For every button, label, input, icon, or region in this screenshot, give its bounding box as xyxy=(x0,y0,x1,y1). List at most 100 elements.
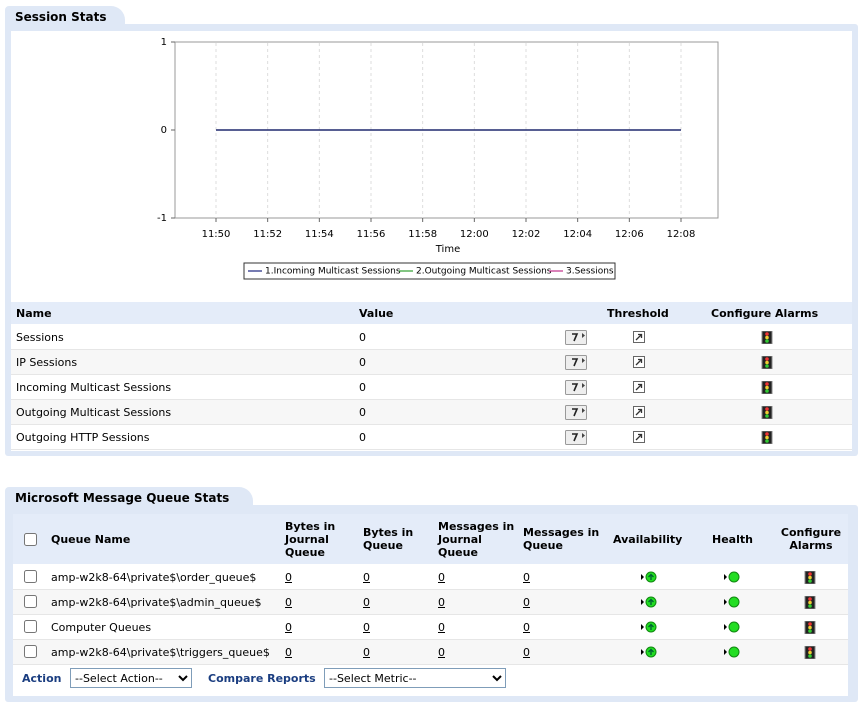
icon-arrow xyxy=(635,383,643,391)
alarm-icon[interactable] xyxy=(804,646,816,659)
alarm-icon[interactable] xyxy=(761,356,773,369)
row-checkbox[interactable] xyxy=(24,645,37,658)
x-tick-label: 11:58 xyxy=(408,229,437,240)
icon-pointer xyxy=(641,599,644,605)
icon-dot xyxy=(728,571,740,583)
icon-lamp xyxy=(765,439,769,443)
alarm-icon[interactable] xyxy=(761,406,773,419)
icon-pointer xyxy=(724,649,727,655)
x-tick-label: 11:52 xyxy=(253,229,282,240)
metric-select[interactable]: --Select Metric-- xyxy=(324,668,506,688)
icon-lamp xyxy=(808,604,812,608)
y-tick-label: 0 xyxy=(161,125,167,136)
icon-lamp xyxy=(808,597,812,601)
column-header: Threshold xyxy=(607,307,669,320)
button-arrow xyxy=(582,333,585,338)
alarm-icon[interactable] xyxy=(804,621,816,634)
queue-name: amp-w2k8-64\private$\order_queue$ xyxy=(51,571,257,584)
queue-value[interactable]: 0 xyxy=(523,596,530,609)
button-arrow xyxy=(582,433,585,438)
action-select[interactable]: --Select Action-- xyxy=(70,668,192,688)
row-checkbox[interactable] xyxy=(24,570,37,583)
queue-value[interactable]: 0 xyxy=(363,596,370,609)
row-checkbox[interactable] xyxy=(24,595,37,608)
legend-label: 3.Sessions xyxy=(566,267,614,277)
queue-value[interactable]: 0 xyxy=(285,621,292,634)
row-checkbox[interactable] xyxy=(24,620,37,633)
column-header: Availability xyxy=(613,532,683,546)
metric-name: Incoming Multicast Sessions xyxy=(16,381,172,394)
threshold-icon[interactable] xyxy=(633,431,645,443)
row-separator xyxy=(11,449,852,450)
column-header: Bytes in Journal Queue xyxy=(285,519,336,559)
icon-arrow xyxy=(648,623,654,630)
icon-arrow xyxy=(635,433,643,441)
icon-lamp xyxy=(765,414,769,418)
y-tick-label: 1 xyxy=(161,37,167,48)
column-header: Queue Name xyxy=(51,532,131,546)
alarm-icon[interactable] xyxy=(761,431,773,444)
graph-button[interactable] xyxy=(565,330,587,345)
icon-lamp xyxy=(808,654,812,658)
graph-button[interactable] xyxy=(565,405,587,420)
alarm-icon[interactable] xyxy=(761,381,773,394)
icon-lamp xyxy=(765,407,769,411)
queue-value[interactable]: 0 xyxy=(363,621,370,634)
queue-value[interactable]: 0 xyxy=(523,646,530,659)
icon-arrow xyxy=(648,573,654,580)
alarm-icon[interactable] xyxy=(761,331,773,344)
queue-value[interactable]: 0 xyxy=(363,646,370,659)
queue-value[interactable]: 0 xyxy=(438,646,445,659)
select-all-checkbox[interactable] xyxy=(24,533,37,546)
icon-pointer xyxy=(641,649,644,655)
y-tick-label: -1 xyxy=(157,213,167,224)
queue-name: amp-w2k8-64\private$\triggers_queue$ xyxy=(51,646,270,659)
queue-value[interactable]: 0 xyxy=(363,571,370,584)
graph-button[interactable] xyxy=(565,380,587,395)
row-separator xyxy=(11,349,852,350)
metric-value: 0 xyxy=(359,431,366,444)
column-header: Bytes in Queue xyxy=(363,526,414,552)
alarm-icon[interactable] xyxy=(804,596,816,609)
queue-value[interactable]: 0 xyxy=(285,571,292,584)
queue-value[interactable]: 0 xyxy=(285,646,292,659)
queue-value[interactable]: 0 xyxy=(285,596,292,609)
button-glyph xyxy=(572,408,579,417)
chart: -1 0 1 11:50 11:52 11:54 11:56 11:58 12:00 12:02 1… xyxy=(157,37,719,280)
row-separator xyxy=(13,614,848,615)
x-tick-label: 12:00 xyxy=(460,229,489,240)
threshold-icon[interactable] xyxy=(633,331,645,343)
row-separator xyxy=(13,664,848,665)
threshold-icon[interactable] xyxy=(633,406,645,418)
metric-name: IP Sessions xyxy=(16,356,78,369)
threshold-icon[interactable] xyxy=(633,381,645,393)
icon-pointer xyxy=(724,574,727,580)
queue-value[interactable]: 0 xyxy=(523,571,530,584)
icon-arrow xyxy=(635,333,643,341)
row-band xyxy=(11,350,852,374)
row-separator xyxy=(11,424,852,425)
alarm-icon[interactable] xyxy=(804,571,816,584)
queue-name: amp-w2k8-64\private$\admin_queue$ xyxy=(51,596,262,609)
icon-lamp xyxy=(808,622,812,626)
threshold-icon[interactable] xyxy=(633,356,645,368)
graph-button[interactable] xyxy=(565,355,587,370)
queue-value[interactable]: 0 xyxy=(523,621,530,634)
icon-dot xyxy=(728,596,740,608)
queue-value[interactable]: 0 xyxy=(438,596,445,609)
icon-dot xyxy=(728,646,740,658)
icon-lamp xyxy=(765,432,769,436)
column-header: Health xyxy=(712,532,753,546)
legend-label: 2.Outgoing Multicast Sessions xyxy=(416,267,552,277)
graph-button[interactable] xyxy=(565,430,587,445)
health-icon xyxy=(724,571,740,583)
icon-lamp xyxy=(765,385,769,390)
queue-value[interactable]: 0 xyxy=(438,621,445,634)
column-header: Name xyxy=(16,307,52,320)
availability-icon xyxy=(641,646,657,658)
availability-icon xyxy=(641,596,657,608)
icon-pointer xyxy=(641,574,644,580)
icon-lamp xyxy=(765,389,769,393)
icon-lamp xyxy=(808,600,812,605)
queue-value[interactable]: 0 xyxy=(438,571,445,584)
